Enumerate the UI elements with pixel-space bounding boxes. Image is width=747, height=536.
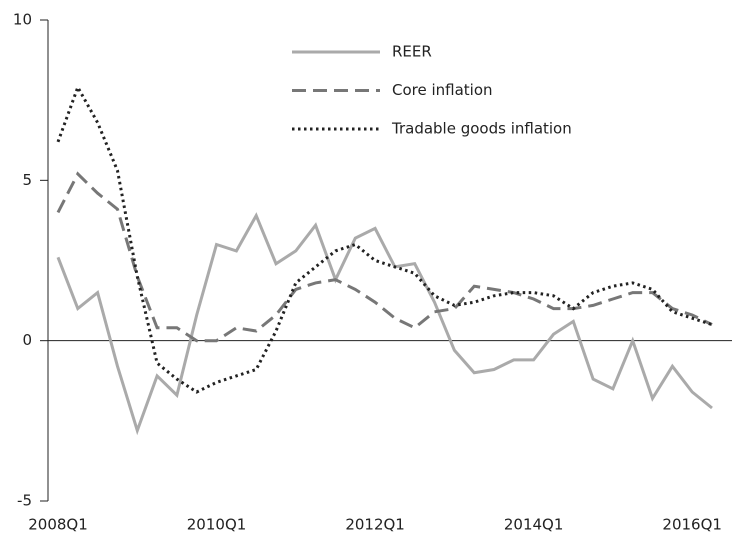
y-tick-label: -5 xyxy=(17,492,32,510)
series-line xyxy=(56,83,713,394)
x-tick-label: 2010Q1 xyxy=(187,516,247,534)
legend-label: Core inflation xyxy=(392,81,493,99)
y-tick-label: 0 xyxy=(22,331,32,349)
series-line xyxy=(56,171,713,343)
x-tick-label: 2008Q1 xyxy=(28,516,88,534)
legend-label: REER xyxy=(392,43,432,61)
y-tick-label: 10 xyxy=(13,11,32,29)
x-tick-label: 2014Q1 xyxy=(504,516,564,534)
y-tick-label: 5 xyxy=(22,171,32,189)
series-line xyxy=(56,212,713,436)
x-tick-label: 2012Q1 xyxy=(345,516,405,534)
x-tick-label: 2016Q1 xyxy=(662,516,722,534)
legend-label: Tradable goods inflation xyxy=(391,120,572,138)
